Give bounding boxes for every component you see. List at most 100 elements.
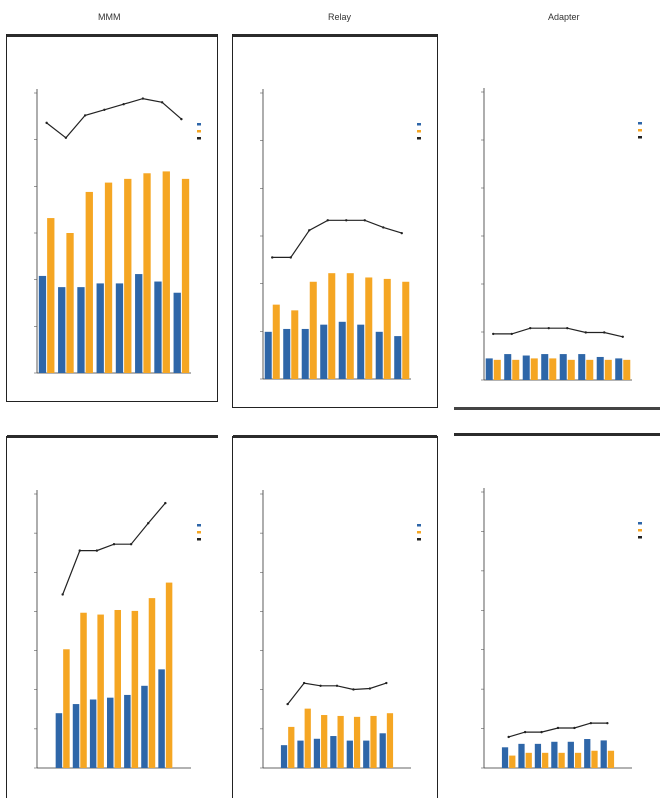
bar-series-2	[337, 715, 344, 768]
total-point	[308, 229, 311, 232]
total-point	[122, 103, 125, 106]
bar-series-2	[549, 358, 557, 380]
bar-series-2	[365, 277, 373, 379]
chart-panel-4	[6, 435, 218, 798]
bar-series-2	[346, 273, 354, 379]
bar-series-1	[559, 354, 567, 380]
total-point	[368, 687, 372, 690]
bar-series-2	[143, 173, 151, 373]
bar-series-2	[63, 649, 70, 768]
bar-series-1	[106, 697, 114, 768]
total-point	[547, 326, 550, 330]
bar-series-2	[309, 281, 317, 379]
total-point	[103, 108, 106, 112]
total-point	[335, 684, 339, 687]
chart-panel-5	[232, 435, 438, 798]
bar-series-2	[623, 359, 631, 380]
total-point	[510, 332, 513, 336]
legend-swatch-2	[417, 531, 421, 534]
bar-series-1	[567, 741, 574, 768]
total-point	[507, 735, 510, 739]
bar-series-1	[346, 740, 353, 768]
panel-top-rule	[7, 34, 217, 37]
total-point	[540, 730, 543, 734]
total-point	[603, 331, 606, 334]
total-line	[493, 327, 623, 338]
total-point	[64, 136, 68, 139]
bar-series-1	[89, 699, 97, 768]
bar-series-2	[272, 304, 280, 379]
bar-series-2	[574, 752, 582, 768]
bar-series-2	[148, 598, 156, 768]
legend-swatch-2	[638, 129, 642, 132]
legend-swatch-1	[197, 524, 201, 527]
legend-swatch-3	[197, 137, 201, 140]
bar-series-2	[586, 359, 594, 380]
bar-series-2	[97, 614, 104, 768]
bar-series-1	[301, 328, 309, 379]
chart-panel-3	[454, 34, 660, 410]
total-point	[164, 501, 167, 505]
bar-series-2	[591, 750, 598, 768]
bar-series-1	[58, 287, 66, 373]
total-point	[302, 681, 306, 685]
total-point	[352, 688, 355, 691]
legend-swatch-3	[638, 136, 642, 139]
bar-series-1	[551, 741, 558, 768]
bar-series-1	[264, 331, 272, 379]
total-point	[286, 702, 289, 706]
bar-series-2	[291, 310, 299, 379]
bar-series-2	[386, 713, 394, 768]
bar-series-1	[77, 287, 85, 373]
bar-series-2	[383, 278, 391, 379]
total-line	[508, 722, 608, 738]
total-point	[589, 721, 593, 725]
bar-series-1	[173, 292, 181, 373]
total-point	[289, 256, 292, 259]
bar-series-2	[124, 178, 132, 373]
legend-swatch-3	[417, 538, 421, 541]
bar-series-2	[131, 610, 139, 768]
chart-svg	[34, 490, 201, 769]
legend-swatch-3	[638, 536, 642, 539]
legend-swatch-2	[638, 529, 642, 532]
total-point	[45, 121, 48, 125]
bar-series-1	[154, 281, 162, 373]
bar-series-2	[85, 191, 93, 373]
total-point	[147, 522, 150, 525]
bar-series-1	[297, 740, 304, 768]
bar-series-1	[485, 358, 493, 380]
total-point	[556, 726, 560, 730]
bar-series-1	[338, 321, 346, 379]
panel-top-rule	[233, 435, 437, 438]
bar-series-1	[115, 283, 124, 373]
bar-series-2	[402, 281, 410, 379]
legend-swatch-1	[638, 522, 642, 525]
bar-series-1	[379, 733, 386, 768]
bar-series-1	[283, 328, 291, 379]
total-point	[319, 684, 322, 687]
column-header-1: MMM	[98, 12, 121, 22]
total-point	[271, 256, 274, 259]
total-point	[160, 101, 164, 104]
column-header-3: Adapter	[548, 12, 580, 22]
bar-series-1	[615, 358, 623, 380]
total-line	[62, 502, 166, 595]
bar-series-1	[313, 738, 321, 768]
bar-series-2	[181, 178, 190, 373]
bar-series-2	[321, 715, 328, 768]
bar-series-1	[357, 324, 365, 379]
bar-series-1	[541, 354, 549, 380]
total-point	[523, 730, 527, 734]
total-point	[345, 219, 348, 222]
bar-series-1	[600, 740, 607, 768]
bar-series-2	[530, 358, 538, 380]
bar-series-1	[280, 745, 288, 768]
bar-series-2	[607, 750, 615, 768]
total-point	[363, 219, 366, 222]
bar-series-1	[518, 743, 525, 768]
bar-series-2	[353, 716, 361, 768]
bar-series-2	[66, 233, 74, 373]
chart-svg	[260, 490, 421, 769]
legend-swatch-1	[417, 524, 421, 527]
